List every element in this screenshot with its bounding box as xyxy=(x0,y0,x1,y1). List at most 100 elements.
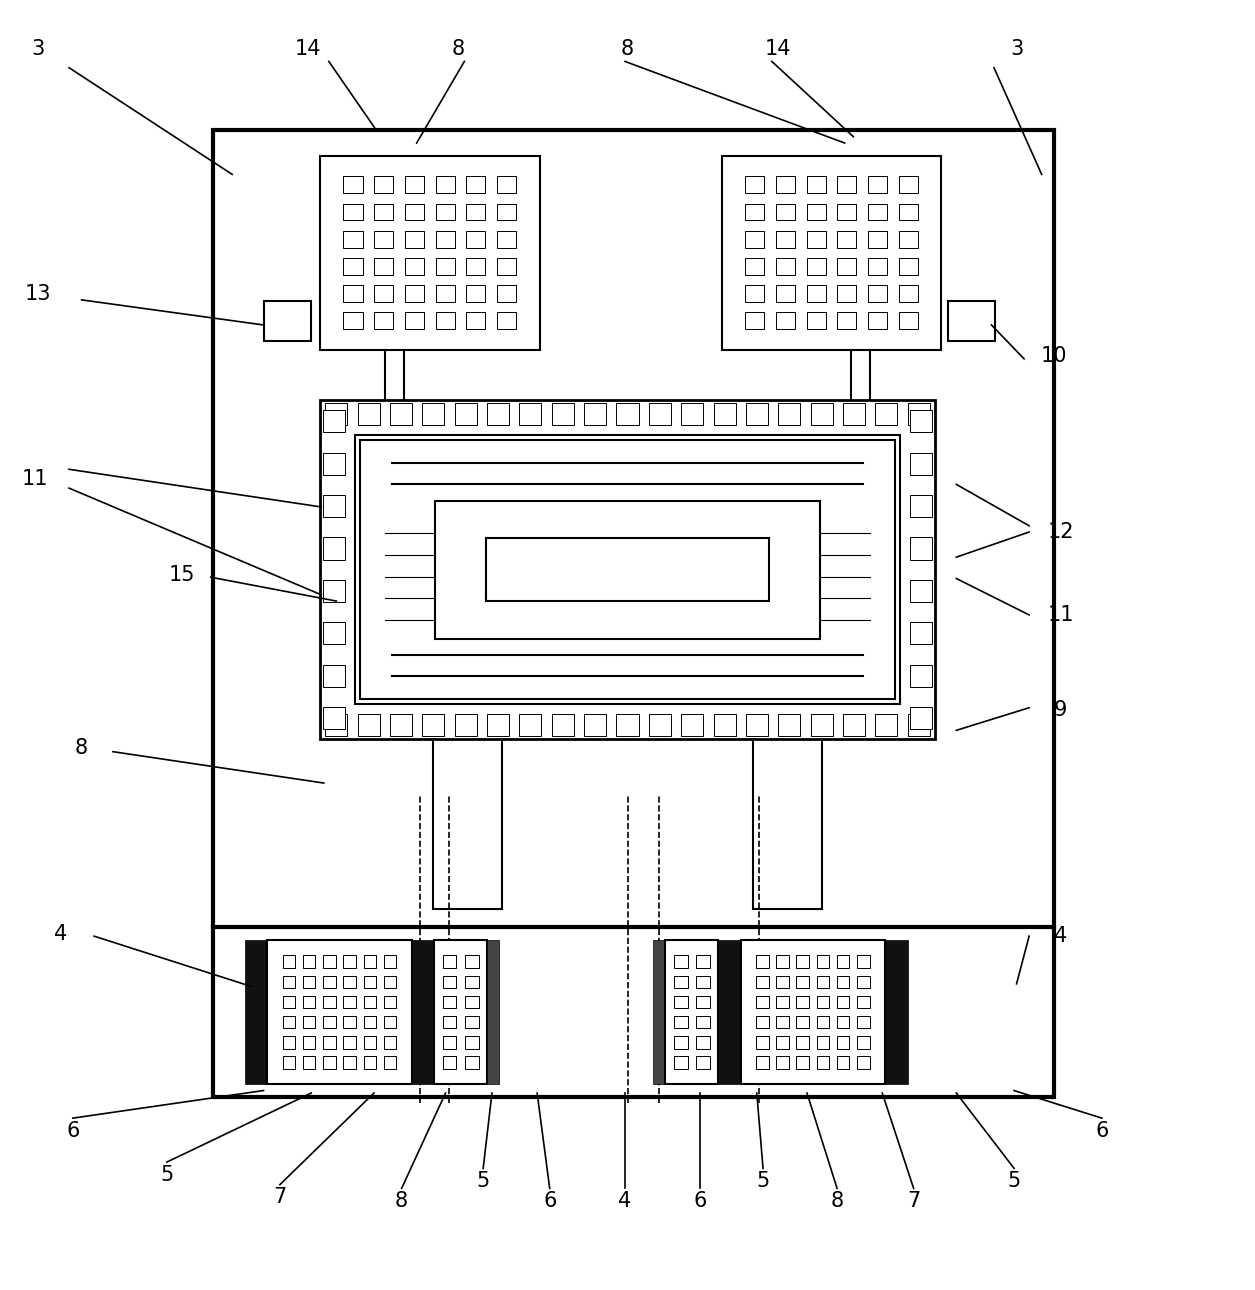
Text: 4: 4 xyxy=(619,1191,631,1211)
Bar xyxy=(323,1017,335,1028)
Bar xyxy=(817,1036,830,1049)
Bar xyxy=(344,996,356,1009)
Text: 5: 5 xyxy=(757,1171,769,1191)
Bar xyxy=(776,231,794,248)
Bar xyxy=(405,177,424,194)
Bar xyxy=(777,975,789,988)
Bar xyxy=(718,940,740,1085)
Bar xyxy=(907,402,930,426)
Bar xyxy=(497,177,516,194)
Bar xyxy=(443,1036,457,1049)
Bar xyxy=(282,975,295,988)
Bar xyxy=(616,402,639,426)
Bar xyxy=(344,204,363,221)
Bar xyxy=(807,231,826,248)
Bar xyxy=(213,130,1054,1096)
Bar xyxy=(797,975,809,988)
Bar xyxy=(435,258,454,275)
Bar xyxy=(777,1017,789,1028)
Bar xyxy=(358,715,379,737)
Bar xyxy=(665,940,718,1085)
Bar xyxy=(681,402,703,426)
Bar xyxy=(811,715,833,737)
Bar xyxy=(674,1057,688,1069)
Bar xyxy=(264,301,311,342)
Bar xyxy=(390,715,412,737)
Bar xyxy=(467,258,486,275)
Text: 8: 8 xyxy=(75,738,88,759)
Bar xyxy=(714,402,735,426)
Bar xyxy=(857,1036,870,1049)
Bar xyxy=(837,258,856,275)
Bar xyxy=(807,312,826,329)
Bar xyxy=(323,1036,335,1049)
Bar xyxy=(868,231,887,248)
Bar xyxy=(584,715,606,737)
Bar xyxy=(868,177,887,194)
Text: 4: 4 xyxy=(1054,926,1067,946)
Bar xyxy=(857,956,870,968)
Bar xyxy=(464,1017,478,1028)
Bar xyxy=(282,956,295,968)
Text: 8: 8 xyxy=(621,39,634,59)
Text: 7: 7 xyxy=(274,1187,286,1207)
Bar xyxy=(344,1057,356,1069)
Bar xyxy=(837,956,850,968)
Bar xyxy=(323,579,345,602)
Bar xyxy=(899,177,917,194)
Bar xyxy=(776,285,794,302)
Bar xyxy=(797,1017,809,1028)
Text: 6: 6 xyxy=(1096,1121,1108,1140)
Bar xyxy=(899,312,917,329)
Bar xyxy=(325,402,348,426)
Bar xyxy=(433,739,502,908)
Text: 8: 8 xyxy=(395,1191,408,1211)
Bar xyxy=(837,285,856,302)
Text: 11: 11 xyxy=(1047,605,1074,624)
Bar xyxy=(360,440,895,699)
Bar xyxy=(487,940,499,1085)
Bar xyxy=(320,400,935,739)
Bar xyxy=(374,204,393,221)
Bar xyxy=(885,940,907,1085)
Text: 12: 12 xyxy=(1047,522,1074,542)
Bar xyxy=(714,715,735,737)
Bar xyxy=(344,177,363,194)
Bar xyxy=(745,231,764,248)
Bar xyxy=(443,1057,457,1069)
Bar xyxy=(344,231,363,248)
Bar xyxy=(323,996,335,1009)
Bar xyxy=(674,1036,688,1049)
Bar xyxy=(467,312,486,329)
Bar xyxy=(267,940,412,1085)
Bar xyxy=(876,715,897,737)
Bar xyxy=(740,940,885,1085)
Bar xyxy=(777,1036,789,1049)
Bar xyxy=(443,956,457,968)
Bar xyxy=(777,1057,789,1069)
Bar xyxy=(405,231,424,248)
Bar xyxy=(323,956,335,968)
Bar xyxy=(910,453,932,475)
Bar xyxy=(364,1036,376,1049)
Bar xyxy=(320,156,540,350)
Bar xyxy=(756,975,768,988)
Bar xyxy=(497,312,516,329)
Bar xyxy=(697,1017,709,1028)
Bar xyxy=(405,204,424,221)
Bar xyxy=(245,940,267,1085)
Bar xyxy=(697,996,709,1009)
Bar xyxy=(674,996,688,1009)
Bar xyxy=(323,1057,335,1069)
Bar xyxy=(323,622,345,644)
Bar xyxy=(584,402,606,426)
Text: 14: 14 xyxy=(294,39,321,59)
Bar xyxy=(807,285,826,302)
Bar xyxy=(282,1017,295,1028)
Bar xyxy=(910,664,932,686)
Bar xyxy=(520,715,541,737)
Bar xyxy=(384,975,397,988)
Bar xyxy=(797,996,809,1009)
Bar xyxy=(910,707,932,729)
Text: 8: 8 xyxy=(452,39,464,59)
